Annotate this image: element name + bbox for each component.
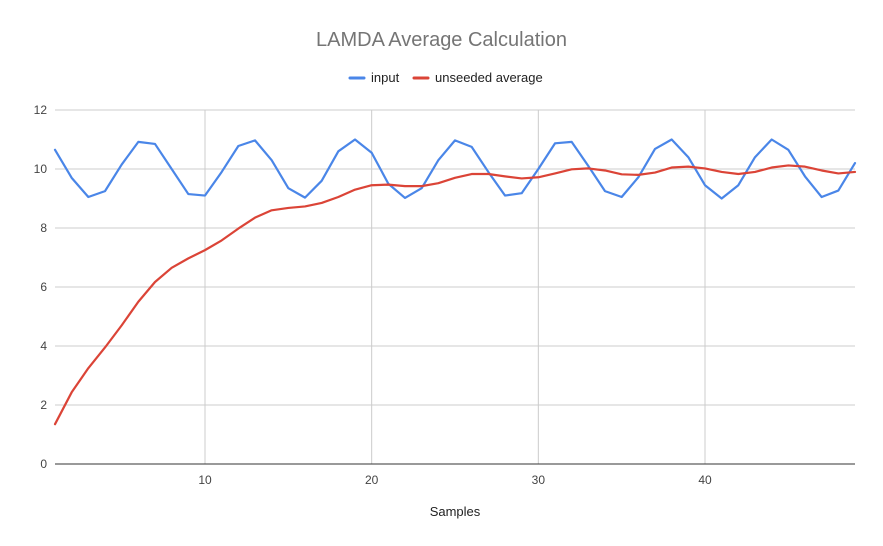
x-tick-label: 30 (532, 473, 546, 487)
legend-label: input (371, 70, 400, 85)
x-tick-label: 10 (198, 473, 212, 487)
series-group (53, 138, 857, 426)
y-tick-label: 0 (40, 457, 47, 471)
legend: input unseeded average (348, 70, 543, 85)
y-tick-label: 4 (40, 339, 47, 353)
x-tick-label: 40 (698, 473, 712, 487)
x-tick-label: 20 (365, 473, 379, 487)
series-line-input (53, 138, 857, 200)
chart-title: LAMDA Average Calculation (316, 29, 567, 51)
legend-label: unseeded average (435, 70, 543, 85)
x-axis-ticks: 10 20 30 40 (198, 473, 712, 487)
y-tick-label: 2 (40, 398, 47, 412)
y-axis-ticks: 0 2 4 6 8 10 12 (34, 103, 48, 471)
series-line-unseeded-average (53, 164, 857, 426)
x-axis-label: Samples (430, 504, 481, 519)
y-tick-label: 12 (34, 103, 48, 117)
gridlines (55, 109, 855, 464)
y-tick-label: 6 (40, 280, 47, 294)
y-tick-label: 10 (34, 162, 48, 176)
y-tick-label: 8 (40, 221, 47, 235)
